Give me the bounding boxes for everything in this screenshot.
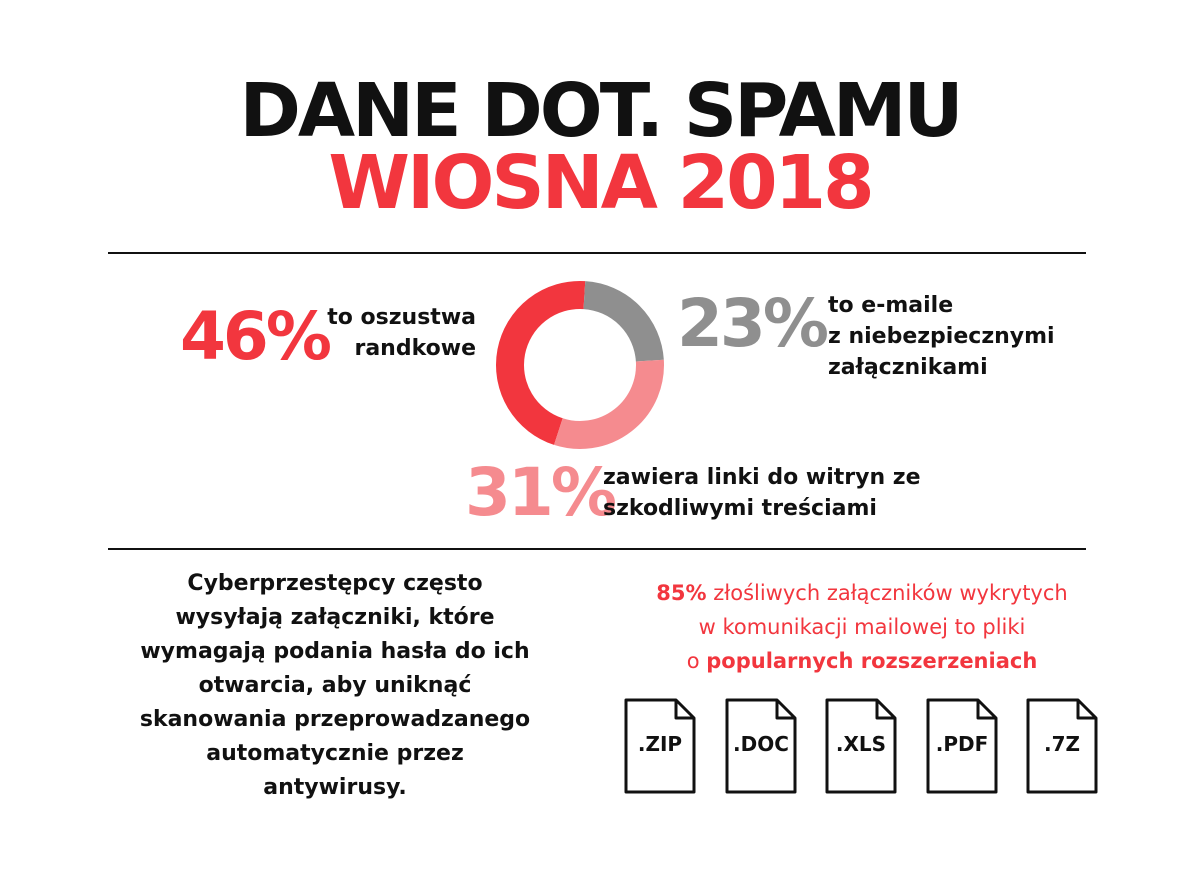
stat-attachments-label-line: załącznikami [828,355,988,380]
stat-attachments-label: to e-maile z niebezpiecznymi załącznikam… [828,290,1088,383]
stat-dating-percent: 46% [180,298,332,375]
note-line-3-bold: popularnych rozszerzeniach [706,649,1038,673]
note-line-3-prefix: o [686,649,700,673]
stat-links-label: zawiera linki do witryn ze szkodliwymi t… [603,462,963,524]
stat-attachments-percent: 23% [677,285,829,362]
file-doc-icon: .DOC [725,698,797,794]
document-icon [725,698,797,794]
highlight-percent: 85% [656,581,707,605]
stat-dating-label-line: randkowe [354,336,476,361]
file-extension-label: .XLS [835,732,887,756]
note-line: automatycznie przez [206,741,464,766]
note-line: wymagają podania hasła do ich [140,639,530,664]
stat-dating-label: to oszustwa randkowe [300,302,476,364]
file-extension-label: .PDF [935,732,989,756]
stat-links-label-line: zawiera linki do witryn ze [603,465,921,490]
page-title: DANE DOT. SPAMU [239,68,963,154]
stat-dating-label-line: to oszustwa [327,305,476,330]
file-zip-icon: .ZIP [624,698,696,794]
file-7z-icon: .7Z [1026,698,1098,794]
note-line-2: w komunikacji mailowej to pliki [698,615,1026,639]
document-icon [624,698,696,794]
password-attachments-note: Cyberprzestępcy często wysyłają załączni… [120,567,550,805]
stat-links-percent: 31% [465,454,617,531]
stat-attachments-label-line: z niebezpiecznymi [828,324,1055,349]
file-pdf-icon: .PDF [926,698,998,794]
note-line: wysyłają załączniki, które [175,605,495,630]
donut-slice-dating [496,281,586,445]
spam-donut-chart [496,281,664,449]
stat-attachments-label-line: to e-maile [828,293,954,318]
document-icon [825,698,897,794]
note-line-1-text: złośliwych załączników wykrytych [713,581,1068,605]
note-line: Cyberprzestępcy często [187,571,483,596]
file-extension-label: .7Z [1043,732,1080,756]
file-xls-icon: .XLS [825,698,897,794]
note-line-3: o popularnych rozszerzeniach [612,644,1112,678]
note-line-1: 85% złośliwych załączników wykrytych [612,576,1112,610]
note-line: otwarcia, aby uniknąć [198,673,472,698]
divider-top [108,252,1086,254]
document-icon [1026,698,1098,794]
file-extension-label: .ZIP [637,732,683,756]
page-subtitle: WIOSNA 2018 [328,140,874,226]
file-extension-label: .DOC [733,732,789,756]
note-line: skanowania przeprowadzanego [139,707,531,732]
document-icon [926,698,998,794]
donut-slice-attachments [582,281,664,363]
stat-links-label-line: szkodliwymi treściami [603,496,877,521]
donut-slice-links [554,359,664,449]
divider-bottom [108,548,1086,550]
file-extensions-note: 85% złośliwych załączników wykrytych w k… [612,576,1112,678]
note-line: antywirusy. [263,775,407,800]
